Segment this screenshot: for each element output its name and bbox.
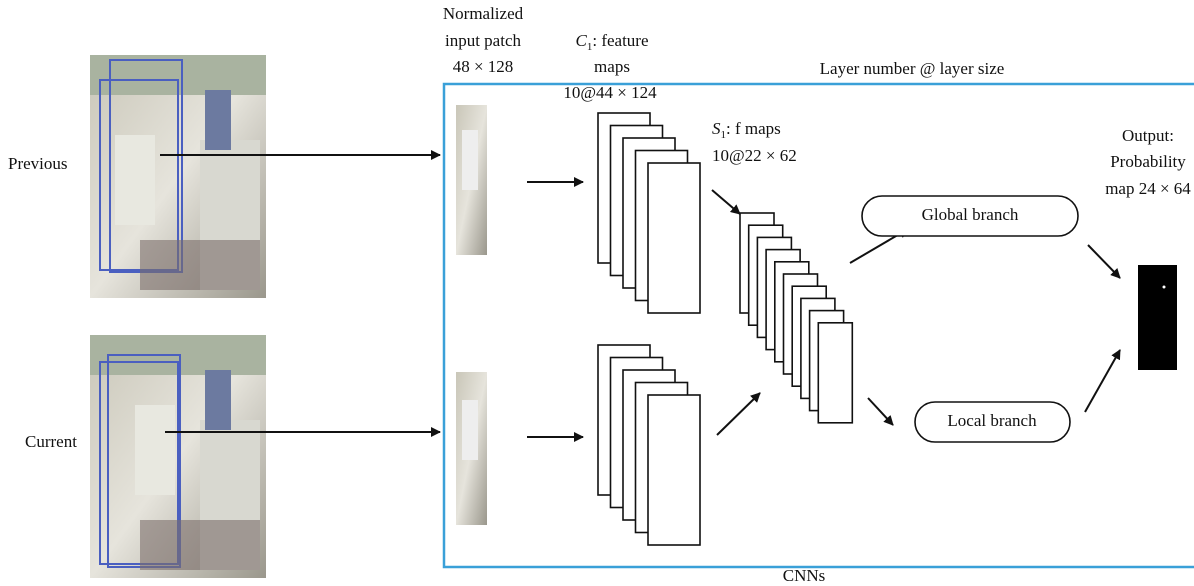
symbol: C [576,31,588,50]
text: : feature [592,31,648,50]
branch-label: Local branch [947,411,1037,430]
s1-label: S1: f maps [712,119,781,141]
branch-label: Global branch [922,205,1019,224]
diagram: Previous Current Layer number @ layer si… [0,0,1194,586]
output-peak [1163,286,1166,289]
c1-label: 10@44 × 124 [563,83,657,102]
feature-map [648,395,700,545]
feature-maps [598,113,852,545]
arrow [712,190,740,214]
current-photo [90,335,266,578]
output-label: map 24 × 64 [1105,179,1191,198]
input-patch [456,105,487,525]
s1-label: 10@22 × 62 [712,146,797,165]
arrow [868,398,893,425]
patch-label: 48 × 128 [453,57,514,76]
arrow [1088,245,1120,278]
c1-label: C1: feature [576,31,649,53]
output-label: Output: [1122,126,1174,145]
input-label: Previous [8,154,68,173]
text: : f maps [726,119,781,138]
patch-label: Normalized [443,4,524,23]
feature-map [818,323,852,423]
arrow [717,393,760,435]
input-label: Current [25,432,77,451]
feature-map [648,163,700,313]
c1-label: maps [594,57,630,76]
arrow [1085,350,1120,412]
output-label: Probability [1110,152,1186,171]
previous-photo [90,55,266,298]
patch-label: input patch [445,31,522,50]
frame-label: CNNs [783,566,826,585]
frame-caption: Layer number @ layer size [820,59,1005,78]
output-map [1138,265,1177,370]
